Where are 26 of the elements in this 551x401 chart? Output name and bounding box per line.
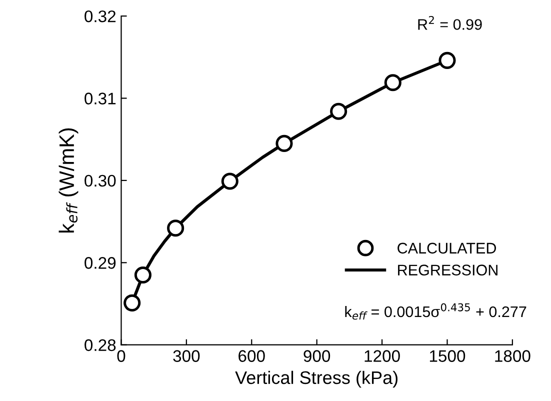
y-axis-title: k$_{eff}$ (W/mK): [58, 128, 78, 232]
legend-label: REGRESSION: [398, 264, 498, 276]
annotation: R$^{2}$ = 0.99: [418, 16, 482, 30]
point: [124, 294, 141, 312]
point: [384, 74, 402, 92]
x-tick-label: 1500: [430, 350, 466, 362]
point: [167, 220, 184, 237]
x-tick-label: 1800: [495, 350, 530, 362]
x-tick-label: 0: [117, 350, 126, 362]
x-tick-label: 600: [238, 350, 265, 362]
legend-label: CALCULATED: [398, 242, 496, 254]
y-tick-label: 0.32: [84, 10, 116, 22]
point: [438, 52, 456, 69]
point: [330, 102, 348, 120]
x-tick-label: 300: [173, 350, 200, 362]
y-tick-label: 0.28: [84, 339, 116, 352]
y-tick-label: 0.29: [84, 257, 116, 269]
point: [134, 266, 152, 284]
x-tick-label: 1200: [364, 350, 400, 362]
point: [276, 134, 293, 152]
x-axis-title: Vertical Stress (kPa): [235, 370, 398, 388]
annotation: k$_{eff}$ = 0.0015σ$^{0.435}$ + 0.277: [345, 303, 526, 320]
point: [221, 172, 238, 190]
y-tick-label: 0.31: [84, 92, 116, 104]
y-tick-label: 0.30: [84, 174, 116, 187]
x-tick-label: 900: [304, 350, 330, 362]
